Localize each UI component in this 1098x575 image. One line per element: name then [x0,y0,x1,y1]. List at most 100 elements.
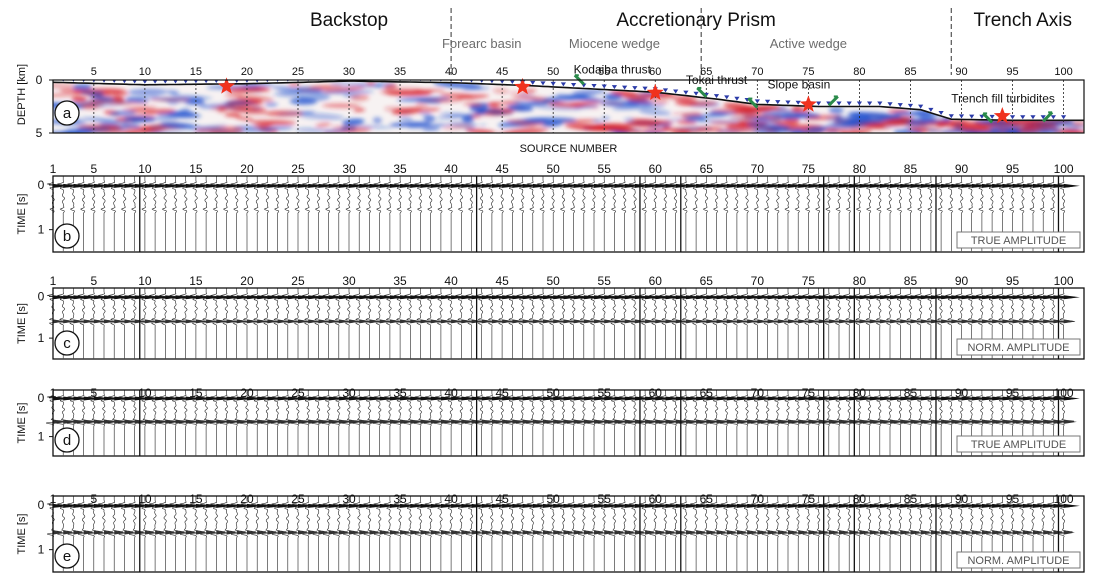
first-arrival [175,503,192,508]
first-arrival [542,183,560,188]
first-arrival [828,396,846,401]
first-arrival [522,503,539,508]
trace [516,176,535,252]
panel-letter: c [63,335,71,352]
first-arrival [1012,503,1029,508]
reflector-blob [627,98,651,103]
receiver-triangle [795,100,801,105]
reflector-arrival [369,419,383,424]
reflector-arrival [747,530,759,535]
reflector-blob [398,117,414,120]
trace [710,176,728,252]
trace [87,496,106,572]
reflector-arrival [573,530,585,535]
first-arrival [93,396,111,401]
trace [618,496,637,572]
top-tick-label: 40 [445,66,457,78]
reflector-blob [1021,122,1059,127]
trace [281,496,300,572]
trace [128,176,147,252]
region-headers: Backstop Accretionary Prism Trench Axis For… [91,8,1073,78]
first-arrival [389,503,407,508]
reflector-arrival [216,419,230,424]
top-tick-label: 90 [955,66,967,78]
amplitude-label: NORM. AMPLITUDE [967,555,1069,567]
trace [210,176,228,252]
first-arrival [144,503,162,508]
top-tick-label: 20 [241,66,253,78]
reflector-blob [224,112,242,117]
receiver-triangle [622,85,628,90]
reflector-blob [235,116,254,121]
trace [138,176,157,252]
first-arrival [747,295,764,300]
trace [801,390,820,456]
reflector-arrival [583,530,596,535]
reflector-blob [642,102,654,106]
reflector-arrival [951,319,964,324]
trace [843,176,861,252]
trace [547,176,565,252]
trace [291,390,310,456]
first-arrival [890,183,907,188]
trace [240,390,259,456]
reflector-arrival [910,419,924,424]
reflector-arrival [491,530,504,535]
reflector-blob [511,95,551,101]
first-arrival [73,183,90,188]
first-arrival [594,295,611,300]
first-arrival [685,183,703,188]
ytick-label: 0 [38,391,45,405]
first-arrival [553,295,570,300]
reflector-arrival [277,319,290,324]
amplitude-label-box [956,435,1081,453]
trace [353,496,371,572]
geology-annotation: Slope basin [768,77,831,91]
station-star [218,77,236,94]
reflector-arrival [798,419,812,424]
reflector-arrival [53,530,65,535]
reflector-arrival [675,419,689,424]
first-arrival [134,295,151,300]
trace [332,390,351,456]
first-arrival [165,396,182,401]
reflector-arrival [869,319,882,324]
first-arrival [655,396,672,401]
source-tick-label: 1 [50,162,57,176]
receiver-triangle [132,80,137,84]
reflector-arrival [175,419,189,424]
first-arrival [553,503,570,508]
receiver-triangle [469,80,474,83]
first-arrival [185,396,203,401]
source-tick-label: 90 [955,162,969,176]
first-arrival [1043,295,1060,300]
reflector-arrival [359,319,372,324]
reflector-arrival [389,530,402,535]
reflector-blob [507,104,534,112]
first-arrival [1032,396,1050,401]
panel-letter: e [63,548,71,565]
first-arrival [818,503,835,508]
reflector-arrival [624,419,638,424]
first-arrival [73,295,90,300]
first-arrival [573,295,590,300]
reflector-arrival [1002,530,1014,535]
reflector-arrival [767,530,779,535]
first-arrival [440,396,458,401]
reflector-arrival [645,419,659,424]
first-arrival [777,183,795,188]
reflector-blob [442,123,474,131]
reflector-blob [723,102,754,110]
reflector-arrival [828,319,841,324]
reflector-arrival [338,319,351,324]
trace [883,496,902,572]
trace [832,496,851,572]
first-arrival [308,503,325,508]
trace [648,390,667,456]
receiver-triangle [245,80,249,83]
trace [261,496,279,572]
first-arrival [349,295,366,300]
receiver-triangle [173,80,178,84]
first-arrival [1002,295,1019,300]
first-arrival [696,183,713,188]
